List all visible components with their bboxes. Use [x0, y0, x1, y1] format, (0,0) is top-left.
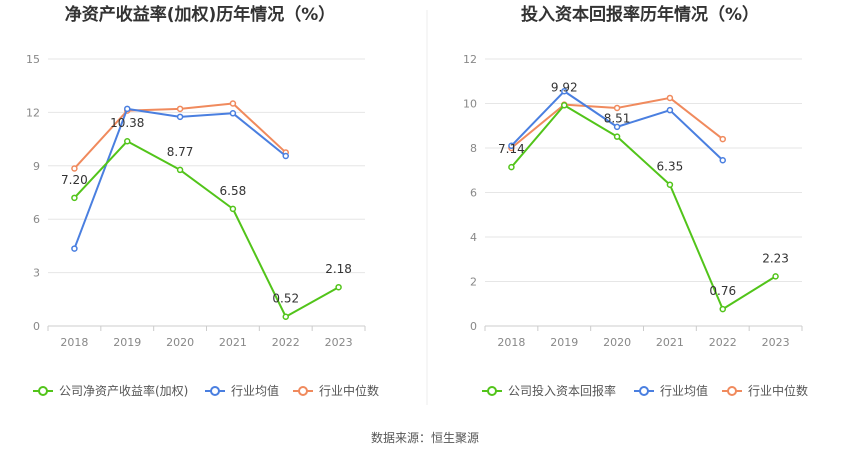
legend-label: 行业中位数	[748, 383, 808, 398]
legend-item-median[interactable]: 行业中位数	[293, 383, 379, 398]
series-line-average	[73, 107, 287, 249]
y-tick-label: 6	[470, 187, 477, 200]
data-label: 7.20	[61, 173, 88, 187]
data-point-average[interactable]	[229, 110, 237, 117]
y-tick-label: 15	[26, 53, 40, 66]
y-tick-label: 10	[463, 98, 477, 111]
data-point-median[interactable]	[719, 135, 726, 143]
x-tick-label: 2021	[656, 336, 684, 349]
y-tick-label: 9	[33, 160, 40, 173]
data-point-average[interactable]	[508, 142, 515, 150]
y-tick-label: 8	[470, 142, 477, 155]
data-label: 0.76	[709, 284, 736, 298]
data-label: 0.52	[272, 292, 299, 306]
x-tick-label: 2023	[325, 336, 353, 349]
data-point-average[interactable]	[124, 105, 131, 113]
data-point-median[interactable]	[666, 94, 674, 102]
data-point-company[interactable]	[229, 205, 237, 213]
x-tick-label: 2023	[762, 336, 790, 349]
x-tick-label: 2019	[550, 336, 578, 349]
roic-chart: 投入资本回报率历年情况（%） 0 2 4 6 8 10 12 2018 2019 2020 2021 2…	[463, 4, 808, 398]
series-line-company	[73, 140, 340, 318]
data-point-average[interactable]	[561, 88, 568, 95]
series-line-company	[510, 104, 777, 311]
data-point-median[interactable]	[71, 165, 78, 172]
data-label: 6.35	[657, 160, 684, 174]
data-point-company[interactable]	[124, 137, 131, 145]
chart-title: 净资产收益率(加权)历年情况（%）	[65, 4, 336, 25]
data-point-average[interactable]	[71, 245, 78, 252]
y-tick-label: 12	[463, 53, 477, 66]
legend-label: 行业中位数	[319, 383, 379, 398]
data-label: 10.38	[110, 116, 144, 130]
data-point-company[interactable]	[335, 283, 342, 291]
data-label: 6.58	[220, 184, 247, 198]
data-point-company[interactable]	[666, 181, 674, 188]
data-point-company[interactable]	[176, 166, 184, 174]
legend-label: 公司净资产收益率(加权)	[59, 383, 188, 398]
data-point-average[interactable]	[719, 156, 726, 164]
x-tick-label: 2022	[709, 336, 737, 349]
data-label: 9.92	[551, 80, 578, 94]
y-tick-label: 4	[470, 231, 477, 244]
legend-item-company[interactable]: 公司净资产收益率(加权)	[33, 383, 188, 398]
x-tick-label: 2018	[60, 336, 88, 349]
data-label: 2.23	[762, 251, 789, 265]
chart-title: 投入资本回报率历年情况（%）	[521, 4, 759, 25]
data-point-company[interactable]	[719, 305, 726, 313]
y-tick-label: 6	[33, 213, 40, 226]
x-tick-label: 2021	[219, 336, 247, 349]
x-tick-label: 2020	[603, 336, 631, 349]
x-tick-label: 2018	[497, 336, 525, 349]
legend-item-company[interactable]: 公司投入资本回报率	[482, 383, 616, 398]
data-point-company[interactable]	[772, 273, 779, 280]
x-tick-label: 2022	[272, 336, 300, 349]
y-tick-label: 3	[33, 267, 40, 280]
data-label: 8.77	[167, 145, 194, 159]
data-point-average[interactable]	[282, 152, 289, 160]
data-label: 2.18	[325, 262, 352, 276]
data-point-average[interactable]	[666, 106, 674, 114]
data-point-average[interactable]	[176, 113, 184, 121]
data-point-median[interactable]	[229, 100, 237, 107]
data-point-average[interactable]	[613, 123, 621, 131]
legend-item-average[interactable]: 行业均值	[634, 383, 708, 398]
legend-item-average[interactable]: 行业均值	[205, 383, 279, 398]
legend-marker	[210, 386, 220, 396]
y-tick-label: 0	[470, 320, 477, 333]
data-point-company[interactable]	[561, 102, 568, 109]
y-tick-label: 0	[33, 320, 40, 333]
legend-marker	[298, 386, 308, 396]
x-tick-label: 2019	[113, 336, 141, 349]
legend-label: 公司投入资本回报率	[508, 383, 616, 398]
legend-label: 行业均值	[231, 383, 279, 398]
legend-marker	[639, 386, 649, 396]
data-label: 7.14	[498, 142, 525, 156]
legend-marker	[727, 386, 737, 396]
legend-item-median[interactable]: 行业中位数	[722, 383, 808, 398]
data-label: 8.51	[604, 112, 631, 126]
y-tick-label: 12	[26, 106, 40, 119]
data-point-company[interactable]	[71, 194, 78, 202]
roe-chart: 净资产收益率(加权)历年情况（%） 0 3 6 9 12 15 2018 2019 2020 202…	[26, 4, 379, 398]
data-point-company[interactable]	[282, 313, 289, 320]
legend-label: 行业均值	[660, 383, 708, 398]
x-tick-label: 2020	[166, 336, 194, 349]
source-note: 数据来源：恒生聚源	[371, 430, 479, 445]
data-point-company[interactable]	[613, 133, 621, 140]
y-tick-label: 2	[470, 276, 477, 289]
data-point-company[interactable]	[508, 163, 515, 171]
legend-marker	[38, 386, 48, 396]
legend-marker	[487, 386, 497, 396]
data-point-median[interactable]	[613, 104, 621, 112]
data-point-median[interactable]	[176, 105, 184, 113]
